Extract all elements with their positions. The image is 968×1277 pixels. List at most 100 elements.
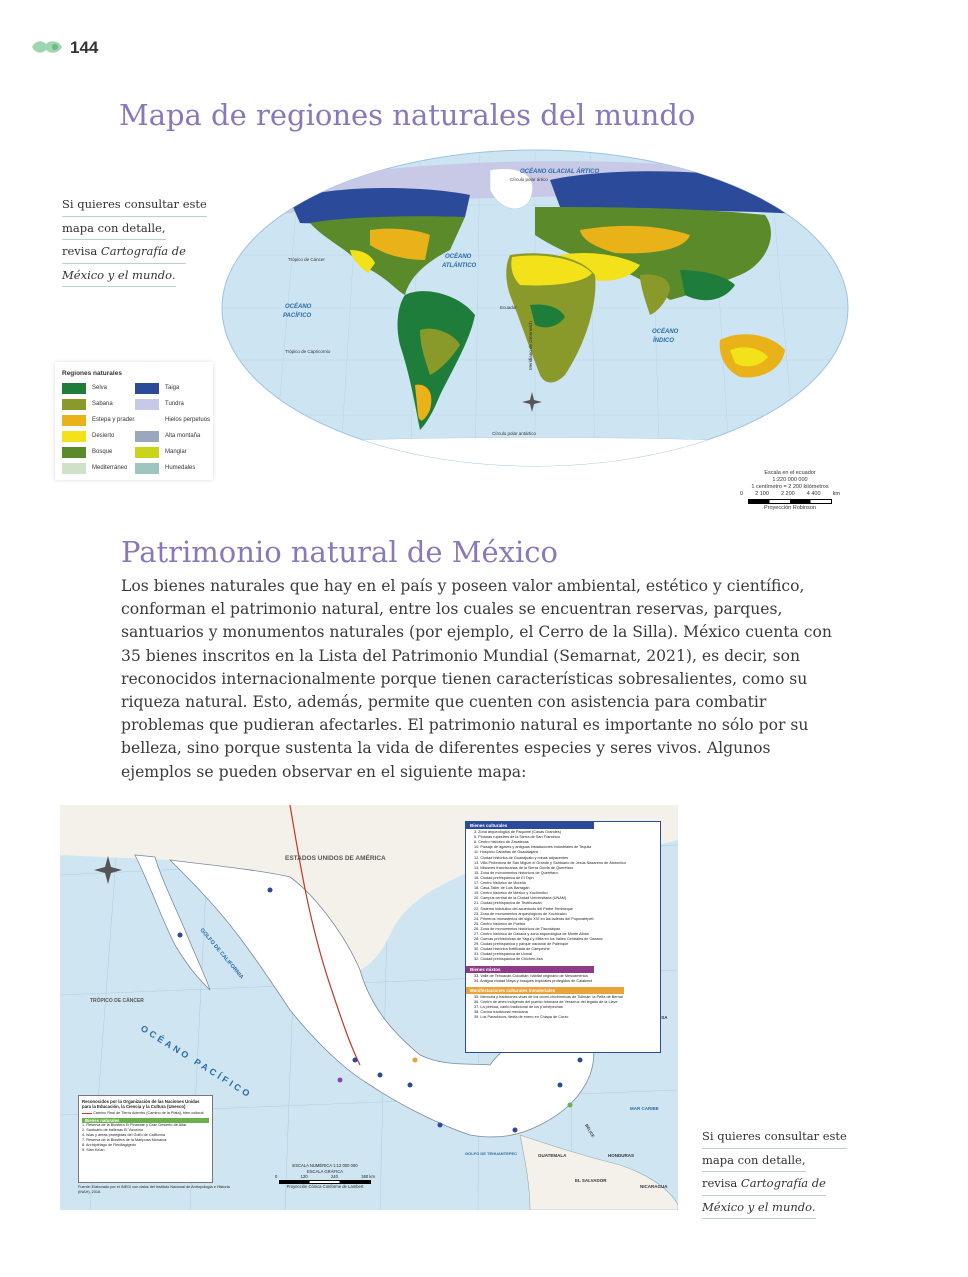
natural-heritage-box: Reconocidos por la Organización de las N… — [78, 1095, 213, 1183]
legend-item: Humedales — [135, 462, 195, 474]
heritage-markers — [177, 887, 603, 1133]
legend-swatch — [135, 430, 159, 442]
list-item: 4. Islas y áreas protegidas del Golfo de… — [82, 1133, 165, 1137]
sidenote-line: revisa Cartografía de — [62, 240, 186, 264]
label-tropic-cancer: Trópico de Cáncer — [288, 257, 325, 262]
label-california: GOLFO DE CALIFORNIA — [198, 927, 244, 980]
list-item: 5. Pinturas rupestres de la Sierra de Sa… — [474, 835, 561, 840]
label-belice: BELICE — [584, 1123, 596, 1138]
legend-swatch — [62, 414, 86, 426]
region-taiga-north-america — [290, 188, 470, 224]
camino-real-route — [289, 805, 361, 1066]
list-item: 18. Casa-Taller de Luis Barragán — [474, 886, 530, 891]
list-item: 27. Centro histórico de Oaxaca y zona ar… — [474, 931, 589, 936]
legend-item: Manglar — [135, 446, 187, 458]
box-heading: Bienes mixtos — [466, 965, 594, 973]
scale-bar — [748, 499, 832, 504]
region-na-desert — [350, 250, 375, 273]
list-item: 28. Cuevas prehistóricas de Yagul y Mitl… — [474, 937, 603, 942]
list-item: 38. Cocina tradicional mexicana — [474, 1010, 528, 1015]
region-africa-selva — [530, 304, 565, 328]
label-arctic-ocean: OCÉANO GLACIAL ÁRTICO — [520, 167, 599, 175]
sidenote-line: revisa Cartografía de — [702, 1172, 826, 1196]
list-item: 37. La pirekua, canto tradicional de los… — [474, 1005, 563, 1010]
scale-caption: ESCALA GRÁFICA — [306, 1168, 344, 1174]
list-item: 24. Primeros monasterios del siglo XVI e… — [474, 916, 594, 921]
list-item: 9. Sian Ka'an — [82, 1148, 105, 1152]
label-caribe: MAR CARIBE — [630, 1106, 659, 1111]
box-heading: Manifestaciones culturales inmateriales — [466, 986, 624, 994]
legend-swatch — [135, 446, 159, 458]
list-item: 35. Memoria y tradiciones vivas de los o… — [474, 994, 623, 999]
book-title: Cartografía de — [100, 244, 186, 258]
scale-caption: Escala en el ecuador — [764, 470, 816, 476]
region-sa-sabana — [420, 328, 460, 375]
list-item: 3. Zona arqueológica de Paquimé (Casas G… — [474, 830, 561, 835]
marker-25 — [407, 1082, 413, 1088]
list-item: 1. Reserva de la Biosfera El Pinacate y … — [82, 1123, 187, 1127]
body-paragraph: Los bienes naturales que hay en el país … — [121, 577, 832, 781]
region-sahara — [511, 255, 592, 286]
legend-swatch — [62, 446, 86, 458]
label-cancer: TRÓPICO DE CÁNCER — [90, 996, 144, 1004]
baja-california — [134, 854, 211, 991]
region-asia-selva — [680, 270, 735, 301]
list-item: 12. Ciudad histórica de Guanajuato y min… — [474, 855, 569, 860]
sidenote-line: Si quieres consultar este — [702, 1125, 847, 1149]
marker-30 — [557, 1082, 563, 1088]
section-title-heritage: Patrimonio natural de México — [121, 535, 558, 569]
list-item: 21. Ciudad prehispánica de Teotihuacán — [474, 901, 542, 906]
label-tropic-capricorn: Trópico de Capricornio — [285, 349, 331, 354]
list-item: 14. Misiones franciscanas de la Sierra G… — [474, 865, 574, 870]
sidenote-consult: Si quieres consultar este mapa con detal… — [62, 193, 212, 287]
label-pacific-1: OCÉANO — [285, 302, 312, 310]
label-pacific-2: PACÍFICO — [283, 312, 312, 319]
list-item: 2. Santuario de ballenas El Vizcaíno — [82, 1128, 143, 1132]
list-item: 7. Reserva de la Biosfera de la Mariposa… — [82, 1138, 167, 1142]
legend-swatch — [62, 462, 86, 474]
sidenote-line: mapa con detalle, — [62, 217, 166, 240]
natural-list-items: 1. Reserva de la Biosfera El Pinacate y … — [82, 1123, 209, 1153]
legend-item: Hielos perpetuos — [135, 414, 210, 426]
list-item: 6. Centro histórico de Zacatecas — [474, 840, 529, 845]
scale-ratio: ESCALA NUMÉRICA 1:12 000 000 — [292, 1163, 358, 1168]
scale-projection: Proyección Robinson — [764, 505, 816, 511]
scale-ratio: 1:220 000 000 — [772, 477, 808, 483]
legend-swatch — [135, 414, 159, 426]
label-arctic-circle: Círculo polar ártico — [510, 177, 548, 182]
compass-rose-icon — [94, 856, 122, 884]
marker-36 — [412, 1057, 418, 1063]
sidenote-line: mapa con detalle, — [702, 1149, 806, 1172]
legend-item: Taiga — [135, 382, 179, 394]
legend-item: Desierto — [62, 430, 114, 442]
sidenote-line: México y el mundo. — [702, 1196, 816, 1219]
book-title: Cartografía de — [740, 1176, 826, 1190]
scale-projection: Proyección Cónica Conforme de Lambert — [286, 1183, 364, 1189]
cultural-list-box: Bienes culturales 3. Zona arqueológica d… — [465, 821, 661, 1053]
scale-bar — [279, 1179, 371, 1184]
box-subheading: Bienes naturales — [82, 1118, 209, 1123]
label-nicaragua: NICARAGUA — [640, 1184, 668, 1189]
region-aus-desert — [730, 347, 768, 367]
list-item: 30. Ciudad histórica fortificada de Camp… — [474, 947, 550, 952]
scale-equivalence: 1 centímetro = 2 200 kilómetros — [751, 484, 829, 490]
marker-39 — [512, 1127, 518, 1133]
mexico-map-scale: ESCALA NUMÉRICA 1:12 000 000 ESCALA GRÁF… — [275, 1163, 375, 1189]
marker-9 — [567, 1102, 573, 1108]
list-item: 20. Campus central de la Ciudad Universi… — [474, 896, 567, 901]
marker-19 — [377, 1072, 383, 1078]
list-item: 39. Los Parachicos, fiesta de enero en C… — [474, 1015, 569, 1020]
marker-12 — [352, 1057, 358, 1063]
map-source: Fuente: Elaborado por el INEGI con datos… — [78, 1185, 230, 1194]
label-guatemala: GUATEMALA — [538, 1153, 567, 1158]
list-item: 33. Valle de Tehuacán-Cuicatlán: hábitat… — [474, 973, 588, 978]
marker-5 — [177, 932, 183, 938]
cultural-list-items: 3. Zona arqueológica de Paquimé (Casas G… — [466, 829, 660, 963]
label-atlantic-2: ATLÁNTICO — [441, 262, 477, 269]
label-tehuantepec: GOLFO DE TEHUANTEPEC — [465, 1151, 517, 1156]
legend-swatch — [135, 398, 159, 410]
scale-ticks: 0 120 240 360 km — [275, 1174, 375, 1179]
central-america — [519, 1134, 678, 1210]
region-sa-steppe — [415, 384, 432, 421]
list-item: 15. Zona de monumentos históricos de Que… — [474, 870, 558, 875]
